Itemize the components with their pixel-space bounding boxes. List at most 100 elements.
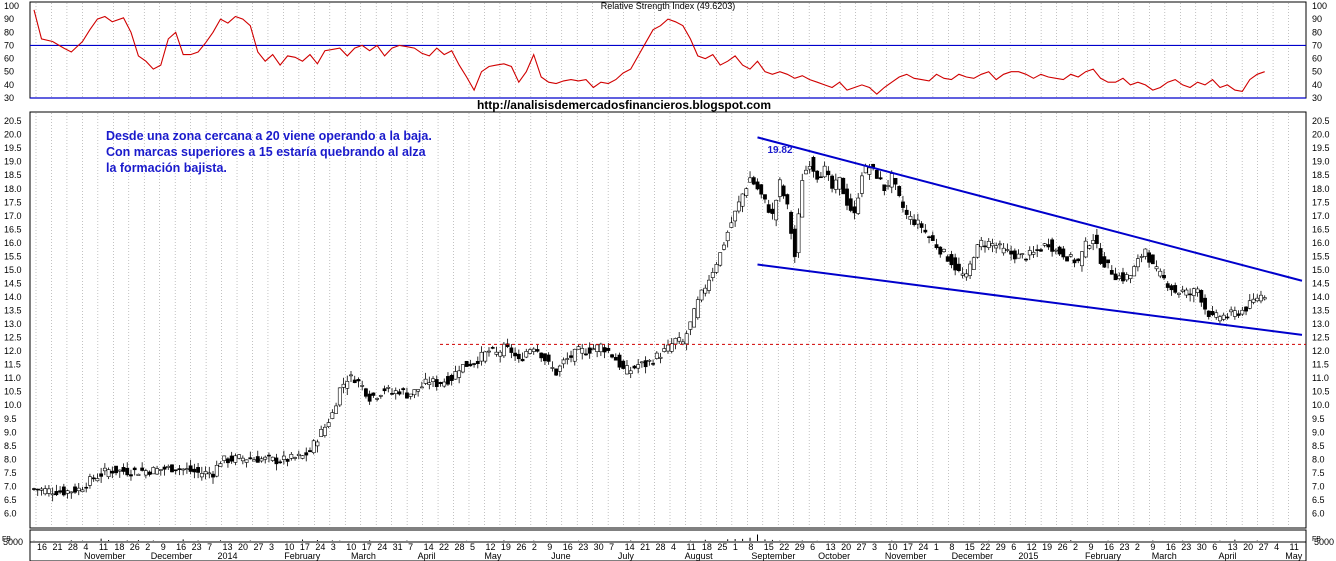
candle-body	[949, 254, 954, 266]
candle-body	[319, 429, 324, 437]
peak-label: 19.82	[767, 145, 792, 156]
price-tick-label-right: 10.5	[1312, 387, 1330, 397]
candle-body	[1259, 294, 1263, 302]
rsi-line	[33, 9, 1265, 95]
candle-body	[1154, 266, 1159, 270]
x-day-label: 8	[748, 542, 753, 552]
candle-body	[274, 457, 279, 465]
candle-body	[102, 467, 107, 472]
candle-body	[1016, 253, 1021, 259]
candle-body	[848, 198, 853, 211]
candle-body	[681, 341, 685, 345]
candle-body	[587, 347, 592, 354]
candle-body	[375, 398, 380, 400]
candle-body	[293, 457, 297, 459]
candle-body	[684, 333, 689, 345]
x-day-label: 7	[609, 542, 614, 552]
candle-body	[166, 466, 171, 468]
candle-body	[39, 488, 44, 491]
price-tick-label-right: 12.5	[1312, 333, 1330, 343]
candle-body	[1053, 249, 1058, 252]
candle-body	[811, 157, 816, 172]
price-tick-label-left: 16.0	[4, 238, 22, 248]
candle-body	[1124, 274, 1129, 281]
price-tick-label-left: 9.5	[4, 414, 17, 424]
rsi-tick-label-right: 90	[1312, 14, 1322, 24]
candle-body	[322, 426, 327, 436]
candle-body	[188, 465, 193, 472]
candle-body	[296, 453, 301, 456]
candle-body	[1162, 274, 1166, 279]
x-day-label: 9	[161, 542, 166, 552]
candle-body	[1113, 273, 1118, 281]
x-month-label: September	[751, 551, 795, 561]
candle-body	[132, 467, 137, 471]
candle-body	[1061, 248, 1066, 258]
candle-body	[229, 455, 234, 462]
rsi-tick-label-left: 90	[4, 14, 14, 24]
candle-body	[543, 353, 547, 362]
candle-body	[405, 392, 409, 399]
candle-body	[1080, 251, 1084, 267]
x-day-label: 26	[130, 542, 140, 552]
x-month-label: November	[885, 551, 927, 561]
rsi-tick-label-left: 70	[4, 40, 14, 50]
x-day-label: 28	[656, 542, 666, 552]
candle-body	[569, 355, 573, 358]
x-day-label: 10	[346, 542, 356, 552]
candle-body	[1042, 243, 1047, 246]
price-tick-label-right: 13.0	[1312, 319, 1330, 329]
candle-body	[397, 391, 402, 395]
rsi-tick-label-right: 30	[1312, 93, 1322, 103]
candle-body	[565, 358, 570, 360]
candle-body	[185, 468, 189, 470]
price-tick-label-right: 14.0	[1312, 292, 1330, 302]
rsi-tick-label-left: 60	[4, 54, 14, 64]
candle-body	[610, 354, 614, 358]
candle-body	[1012, 250, 1017, 260]
x-day-label: 26	[516, 542, 526, 552]
x-day-label: 6	[810, 542, 815, 552]
candle-body	[1169, 285, 1174, 291]
candle-body	[886, 185, 890, 187]
x-day-label: 9	[1089, 542, 1094, 552]
x-day-label: 6	[1011, 542, 1016, 552]
candle-body	[334, 405, 338, 414]
x-day-label: 10	[284, 542, 294, 552]
candle-body	[636, 364, 641, 369]
candle-body	[725, 231, 730, 242]
candle-body	[267, 454, 271, 457]
candle-body	[983, 245, 987, 248]
grid-layer	[35, 3, 1289, 527]
candle-body	[315, 441, 320, 447]
candle-body	[1206, 310, 1211, 317]
price-tick-label-left: 14.5	[4, 278, 22, 288]
candle-body	[1240, 309, 1245, 315]
candle-body	[1251, 298, 1256, 303]
scale-label-left: FB	[2, 536, 11, 543]
candle-body	[845, 188, 849, 206]
price-tick-label-left: 8.0	[4, 454, 17, 464]
candle-body	[699, 289, 704, 301]
candle-body	[494, 351, 499, 355]
candle-body	[438, 382, 443, 385]
x-day-label: 28	[68, 542, 78, 552]
x-day-label: 31	[393, 542, 403, 552]
candle-body	[781, 185, 786, 197]
candle-body	[625, 365, 629, 375]
x-day-label: 11	[1290, 542, 1299, 552]
candle-body	[114, 465, 118, 474]
x-day-label: 24	[918, 542, 928, 552]
candle-body	[382, 388, 387, 392]
x-month-label: October	[818, 551, 850, 561]
price-tick-label-right: 20.0	[1312, 130, 1330, 140]
price-tick-label-left: 6.0	[4, 508, 17, 518]
price-layer	[32, 136, 1306, 502]
candle-body	[1001, 247, 1006, 254]
x-day-label: 29	[795, 542, 805, 552]
candle-body	[904, 209, 909, 215]
candle-body	[763, 194, 767, 200]
candle-body	[300, 455, 305, 459]
price-tick-label-left: 14.0	[4, 292, 22, 302]
candle-body	[136, 473, 141, 476]
